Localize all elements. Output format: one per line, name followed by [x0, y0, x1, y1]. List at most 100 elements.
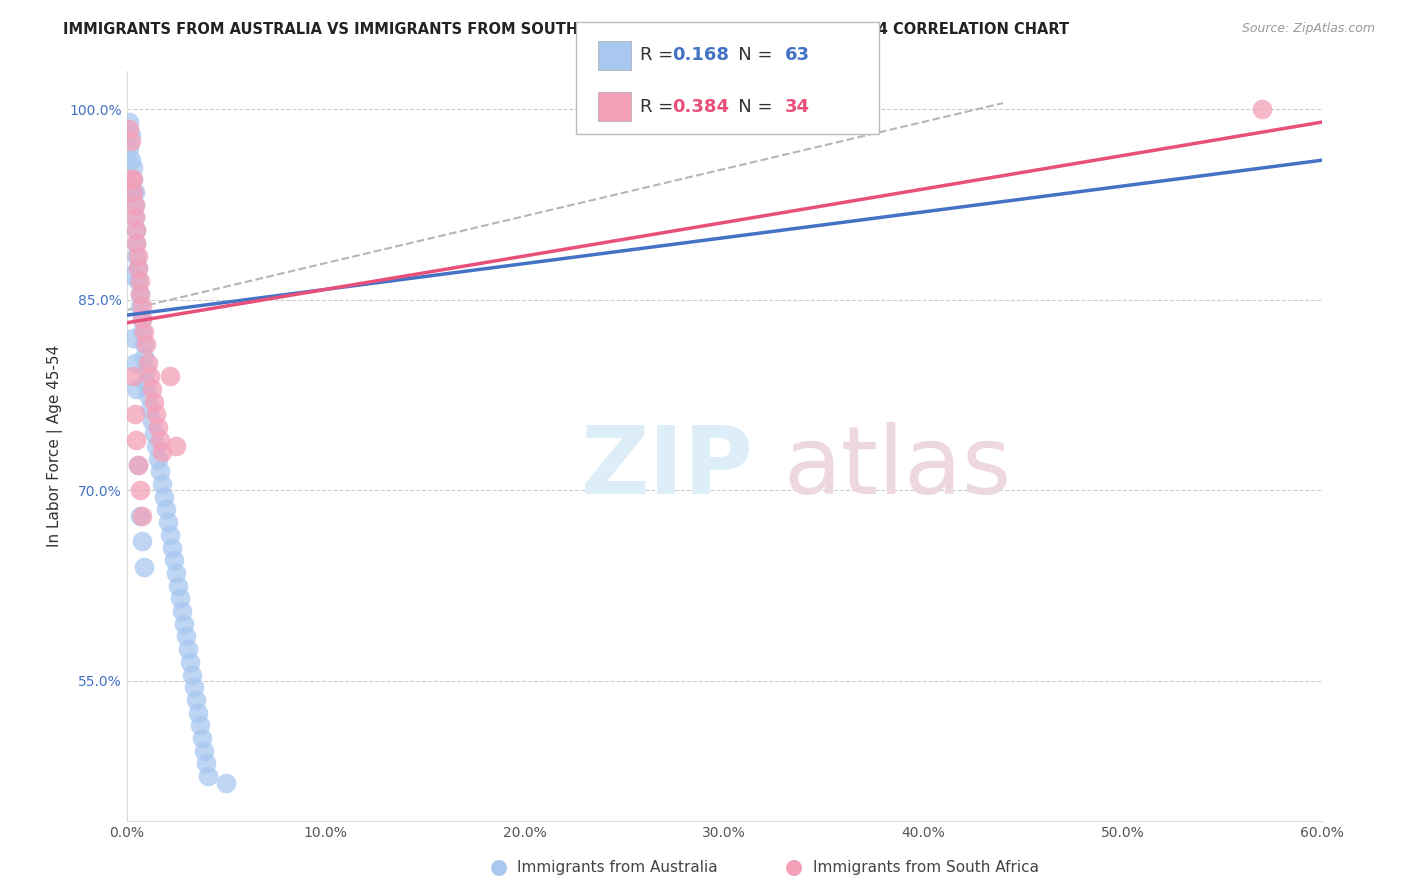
Point — [191, 731, 214, 745]
Text: 63: 63 — [785, 46, 810, 64]
Point — [121, 185, 143, 199]
Point — [121, 331, 143, 345]
Point — [125, 433, 148, 447]
Point — [117, 121, 139, 136]
Point — [125, 235, 148, 250]
Point — [120, 172, 142, 186]
Point — [131, 299, 153, 313]
Point — [127, 274, 149, 288]
Point — [117, 140, 139, 154]
Point — [143, 394, 166, 409]
Point — [167, 579, 190, 593]
Point — [127, 458, 149, 472]
Point — [129, 483, 152, 498]
Point — [188, 718, 211, 732]
Point — [173, 616, 195, 631]
Point — [193, 744, 215, 758]
Text: N =: N = — [721, 98, 779, 116]
Point — [145, 407, 167, 421]
Point — [150, 445, 174, 459]
Point — [125, 248, 148, 262]
Point — [121, 172, 143, 186]
Point — [145, 439, 167, 453]
Text: 34: 34 — [785, 98, 810, 116]
Point — [129, 286, 152, 301]
Point — [162, 541, 184, 555]
Point — [121, 369, 143, 384]
Point — [179, 655, 201, 669]
Point — [125, 382, 148, 396]
Point — [195, 756, 218, 771]
Point — [127, 248, 149, 262]
Point — [127, 261, 149, 276]
Point — [125, 235, 148, 250]
Point — [125, 223, 148, 237]
Point — [124, 211, 146, 225]
Point — [120, 153, 142, 168]
Point — [139, 401, 162, 415]
Point — [131, 508, 153, 523]
Point — [143, 426, 166, 441]
Point — [150, 477, 174, 491]
Point — [129, 286, 152, 301]
Text: ZIP: ZIP — [581, 423, 754, 515]
Point — [181, 667, 204, 681]
Point — [129, 299, 152, 313]
Point — [134, 559, 156, 574]
Point — [125, 223, 148, 237]
Point — [134, 337, 156, 351]
Point — [159, 369, 181, 384]
Point — [135, 376, 157, 390]
Text: N =: N = — [721, 46, 779, 64]
Text: 0.384: 0.384 — [672, 98, 730, 116]
Point — [149, 464, 172, 478]
Point — [124, 356, 146, 370]
Point — [135, 337, 157, 351]
Point — [127, 261, 149, 276]
Point — [197, 769, 219, 783]
Text: atlas: atlas — [785, 423, 1012, 515]
Point — [129, 508, 152, 523]
Point — [135, 363, 157, 377]
Point — [124, 407, 146, 421]
Point — [141, 414, 163, 428]
Text: R =: R = — [640, 98, 679, 116]
Text: Immigrants from Australia: Immigrants from Australia — [517, 860, 718, 874]
Point — [120, 134, 142, 148]
Point — [129, 274, 152, 288]
Point — [121, 172, 143, 186]
Text: Immigrants from South Africa: Immigrants from South Africa — [813, 860, 1039, 874]
Point — [141, 382, 163, 396]
Point — [138, 356, 160, 370]
Point — [131, 312, 153, 326]
Point — [124, 197, 146, 211]
Point — [172, 604, 194, 618]
Point — [183, 681, 205, 695]
Point — [187, 706, 209, 720]
Point — [186, 693, 208, 707]
Point — [169, 591, 191, 606]
Point — [155, 502, 177, 516]
Point — [165, 439, 187, 453]
Point — [174, 630, 197, 644]
Point — [138, 388, 160, 402]
Point — [124, 185, 146, 199]
Point — [121, 160, 143, 174]
Point — [124, 211, 146, 225]
Text: IMMIGRANTS FROM AUSTRALIA VS IMMIGRANTS FROM SOUTH AFRICA IN LABOR FORCE | AGE 4: IMMIGRANTS FROM AUSTRALIA VS IMMIGRANTS … — [63, 22, 1070, 38]
Point — [1250, 103, 1272, 117]
Point — [120, 128, 142, 142]
Point — [159, 528, 181, 542]
Point — [165, 566, 187, 580]
Point — [139, 369, 162, 384]
Y-axis label: In Labor Force | Age 45-54: In Labor Force | Age 45-54 — [48, 345, 63, 547]
Text: 0.168: 0.168 — [672, 46, 730, 64]
Point — [127, 458, 149, 472]
Point — [134, 350, 156, 364]
Point — [120, 268, 142, 282]
Text: ●: ● — [491, 857, 508, 877]
Point — [177, 642, 200, 657]
Point — [149, 433, 172, 447]
Text: R =: R = — [640, 46, 679, 64]
Point — [215, 775, 238, 789]
